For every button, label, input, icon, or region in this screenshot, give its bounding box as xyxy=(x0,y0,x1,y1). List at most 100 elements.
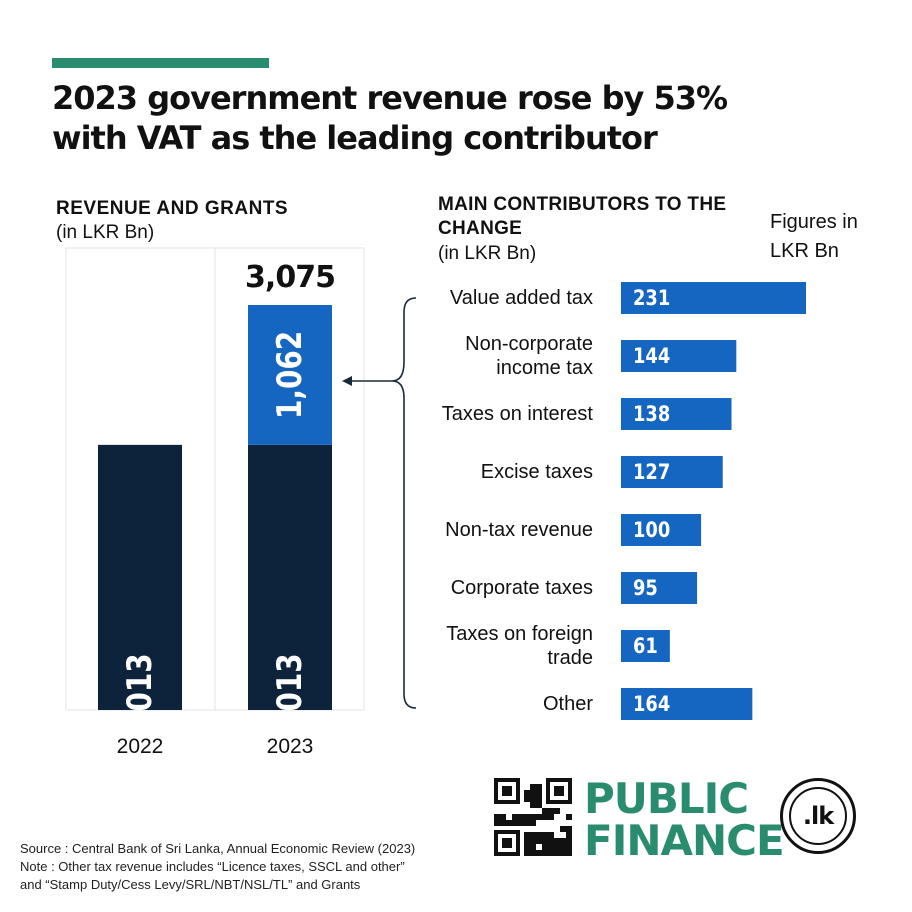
bar-value-label: 164 xyxy=(633,692,670,717)
qr-module xyxy=(530,844,536,850)
brand-logo: PUBLIC FINANCE xyxy=(584,774,785,865)
footer: Source : Central Bank of Sri Lanka, Annu… xyxy=(20,840,500,894)
bar-value-label: 138 xyxy=(633,402,670,427)
category-label: Non-tax revenue xyxy=(445,519,593,541)
qr-module xyxy=(500,820,506,826)
qr-finder-pattern xyxy=(494,778,520,804)
seal-text: .lk xyxy=(802,802,834,830)
qr-module xyxy=(530,820,536,826)
category-label: Corporate taxes xyxy=(451,577,593,599)
qr-module xyxy=(536,784,542,790)
qr-module xyxy=(560,844,566,850)
qr-module xyxy=(512,814,518,820)
contributors-chart: 231 Value added tax 144 Non-corporateincome… xyxy=(442,282,806,720)
bar-value-label: 127 xyxy=(633,460,670,485)
category-label: Value added tax xyxy=(450,287,593,309)
qr-module xyxy=(524,814,530,820)
qr-module xyxy=(548,844,554,850)
qr-module xyxy=(530,802,536,808)
bar-segment xyxy=(98,444,182,710)
qr-module xyxy=(566,826,572,832)
qr-module xyxy=(536,838,542,844)
qr-module xyxy=(530,796,536,802)
bar xyxy=(621,282,806,314)
qr-module xyxy=(494,814,500,820)
qr-module xyxy=(536,796,542,802)
qr-module xyxy=(542,808,548,814)
qr-code-icon xyxy=(494,778,572,856)
qr-module xyxy=(524,838,530,844)
qr-module xyxy=(536,814,542,820)
category-label: income tax xyxy=(496,357,593,379)
brand-line-2: FINANCE xyxy=(584,816,785,865)
qr-module xyxy=(566,814,572,820)
qr-module xyxy=(554,838,560,844)
qr-module xyxy=(524,820,530,826)
bar xyxy=(621,398,732,430)
connector-bracket xyxy=(342,297,417,709)
qr-module xyxy=(512,820,518,826)
source-text: Source : Central Bank of Sri Lanka, Annu… xyxy=(20,841,416,856)
qr-module xyxy=(542,832,548,838)
qr-module xyxy=(566,832,572,838)
qr-module xyxy=(524,832,530,838)
qr-module xyxy=(554,844,560,850)
x-tick-label: 2022 xyxy=(117,735,164,758)
qr-module xyxy=(536,802,542,808)
note-line-1: Note : Other tax revenue includes “Licen… xyxy=(20,859,405,874)
qr-module xyxy=(530,832,536,838)
bracket-line xyxy=(391,297,417,709)
bar-value-label: 61 xyxy=(633,634,658,659)
category-label: Non-corporate xyxy=(465,333,593,355)
qr-finder-pattern xyxy=(494,830,520,856)
bar xyxy=(621,688,753,720)
qr-module xyxy=(530,814,536,820)
qr-module xyxy=(524,796,530,802)
seal-ring: .lk xyxy=(789,787,847,845)
qr-module xyxy=(566,850,572,856)
right-title-line-1: MAIN CONTRIBUTORS TO THE xyxy=(438,194,727,215)
bar xyxy=(621,572,698,604)
qr-module xyxy=(548,808,554,814)
qr-module xyxy=(548,814,554,820)
figures-note: Figures in LKR Bn xyxy=(770,208,880,266)
bar xyxy=(621,340,737,372)
category-label: Taxes on foreign xyxy=(446,623,593,645)
qr-module xyxy=(560,850,566,856)
x-tick-label: 2023 xyxy=(267,735,314,758)
qr-module xyxy=(530,784,536,790)
qr-module xyxy=(536,850,542,856)
figures-note-line-2: LKR Bn xyxy=(770,240,839,262)
left-chart-unit: (in LKR Bn) xyxy=(56,222,155,243)
bar-value-label: 2,013 xyxy=(270,653,309,741)
title-line-2: with VAT as the leading contributor xyxy=(52,119,658,157)
qr-module xyxy=(530,838,536,844)
qr-module xyxy=(536,832,542,838)
qr-module xyxy=(560,838,566,844)
bar-value-label: 1,062 xyxy=(270,331,309,419)
category-label: Other xyxy=(543,693,593,715)
note-line-2: and “Stamp Duty/Cess Levy/SRL/NBT/NSL/TL… xyxy=(20,877,361,892)
figures-note-line-1: Figures in xyxy=(770,211,858,233)
right-chart-title: MAIN CONTRIBUTORS TO THE CHANGE xyxy=(438,193,738,241)
right-chart-unit: (in LKR Bn) xyxy=(438,243,537,264)
qr-module xyxy=(548,850,554,856)
qr-module xyxy=(548,832,554,838)
qr-module xyxy=(554,808,560,814)
qr-module xyxy=(500,814,506,820)
qr-module xyxy=(542,850,548,856)
left-chart-title: REVENUE AND GRANTS xyxy=(56,198,289,219)
qr-finder-pattern xyxy=(546,778,572,804)
bar xyxy=(621,630,670,662)
qr-module xyxy=(524,844,530,850)
qr-module xyxy=(566,844,572,850)
arrow-left-icon xyxy=(342,376,352,386)
brand-line-1: PUBLIC xyxy=(584,774,749,823)
qr-module xyxy=(530,790,536,796)
qr-module xyxy=(566,838,572,844)
bar-value-label: 100 xyxy=(633,518,670,543)
bar-value-label: 95 xyxy=(633,576,658,601)
lk-seal-logo: .lk xyxy=(780,778,856,854)
